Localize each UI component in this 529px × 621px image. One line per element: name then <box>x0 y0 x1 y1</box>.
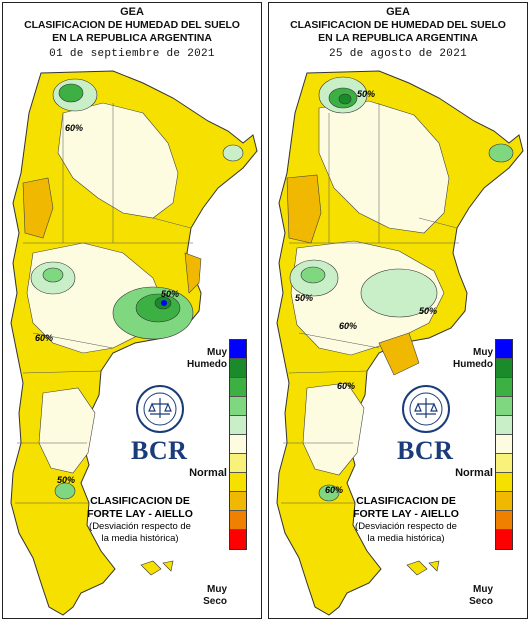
bcr-seal-icon <box>402 385 450 433</box>
zone-light-north-left <box>57 102 179 219</box>
title-line-1: CLASIFICACION DE HUMEDAD DEL SUELO <box>24 19 240 31</box>
isoline-label: 50% <box>357 89 376 99</box>
org-label: GEA <box>386 6 410 18</box>
zone-green-ne-right <box>488 143 514 163</box>
zone-green-pampa-right <box>360 268 438 318</box>
method-caption: CLASIFICACION DE FORTE LAY - AIELLO (Des… <box>87 495 193 544</box>
malvinas-left <box>140 560 174 576</box>
isoline-label: 60% <box>339 321 358 331</box>
isoline-label: 60% <box>325 485 344 495</box>
isoline-label: 50% <box>419 306 438 316</box>
zone-green-nw-core-left <box>58 83 84 103</box>
bcr-logo: BCR <box>131 436 188 465</box>
zone-amber-left <box>22 177 54 239</box>
zone-blue-pampa-left <box>161 300 167 306</box>
bcr-logo: BCR <box>397 436 454 465</box>
legend-wet-label: Muy Humedo <box>453 347 493 370</box>
map-date: 25 de agosto de 2021 <box>328 48 468 60</box>
title-line-2: EN LA REPUBLICA ARGENTINA <box>318 32 478 44</box>
zone-amber-2-right <box>378 332 420 376</box>
map-panel-right: GEA CLASIFICACION DE HUMEDAD DEL SUELO E… <box>268 2 528 619</box>
legend-normal-label: Normal <box>455 467 493 479</box>
zone-green-cw-core-right <box>300 266 326 284</box>
zone-light-south-left <box>38 387 96 474</box>
zone-green-south-left <box>54 482 76 500</box>
zone-light-north-right <box>318 100 450 234</box>
zone-amber-right <box>286 174 322 244</box>
isoline-label: 60% <box>337 381 356 391</box>
title-line-1: CLASIFICACION DE HUMEDAD DEL SUELO <box>290 19 506 31</box>
color-legend <box>229 339 247 550</box>
soil-moisture-map-right <box>276 70 524 616</box>
zone-green-south-right <box>318 484 340 502</box>
map-panel-left: GEA CLASIFICACION DE HUMEDAD DEL SUELO E… <box>2 2 262 619</box>
isoline-label: 50% <box>57 475 76 485</box>
isoline-label: 50% <box>161 289 180 299</box>
zone-green-ne-left <box>222 144 244 162</box>
map-date: 01 de septiembre de 2021 <box>49 48 215 60</box>
malvinas-right <box>406 560 440 576</box>
legend-wet-label: Muy Humedo <box>187 347 227 370</box>
title-line-2: EN LA REPUBLICA ARGENTINA <box>52 32 212 44</box>
zone-light-south-right <box>302 382 365 476</box>
soil-moisture-map-left <box>10 70 258 616</box>
isoline-label: 60% <box>65 123 84 133</box>
isoline-label: 60% <box>35 333 54 343</box>
zone-amber-2-left <box>184 252 202 294</box>
isoline-label: 50% <box>295 293 314 303</box>
legend-dry-label: Muy Seco <box>203 584 227 607</box>
color-legend <box>495 339 513 550</box>
legend-normal-label: Normal <box>189 467 227 479</box>
zone-green-cw-core-left <box>42 267 64 283</box>
org-label: GEA <box>120 6 144 18</box>
province-borders-right <box>281 103 459 504</box>
legend-dry-label: Muy Seco <box>469 584 493 607</box>
zone-green-nw-core2-right <box>338 93 352 105</box>
province-borders-left <box>15 103 193 504</box>
bcr-seal-icon <box>136 385 184 433</box>
method-caption: CLASIFICACION DE FORTE LAY - AIELLO (Des… <box>353 495 459 544</box>
argentina-base-left <box>10 70 258 616</box>
